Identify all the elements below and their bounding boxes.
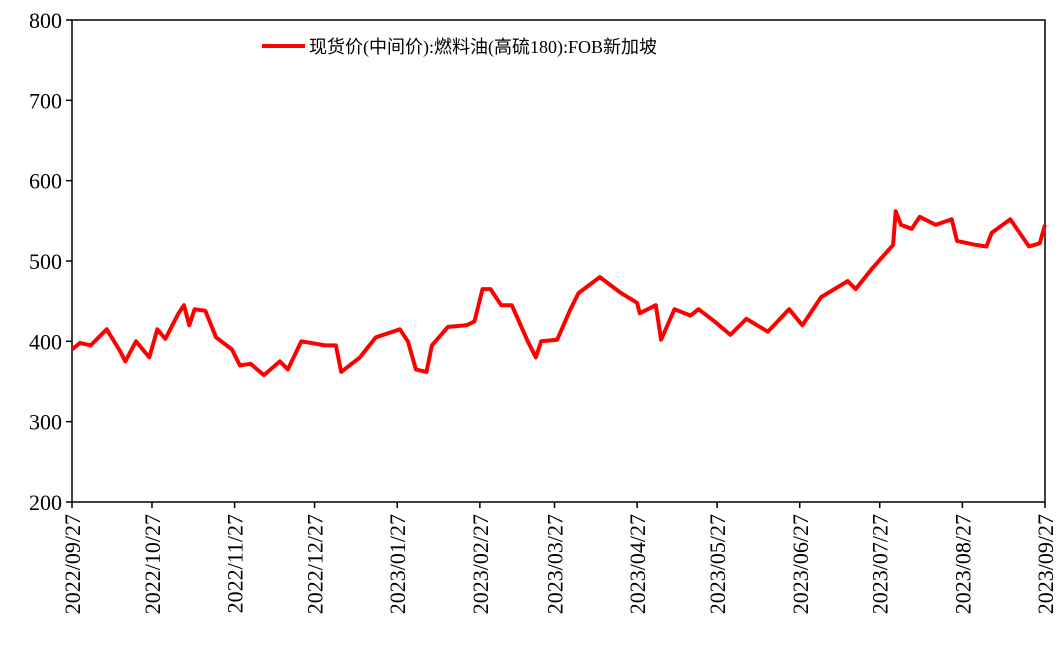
line-series	[70, 209, 1047, 378]
y-tick-label: 600	[29, 169, 62, 194]
x-tick-label: 2023/04/27	[625, 514, 650, 614]
x-tick-label: 2022/10/27	[140, 514, 165, 614]
x-tick-label: 2022/09/27	[60, 514, 85, 614]
x-tick-label: 2023/02/27	[468, 514, 493, 614]
y-tick-label: 500	[29, 249, 62, 274]
x-tick-label: 2022/12/27	[303, 514, 328, 614]
y-tick-label: 400	[29, 329, 62, 354]
y-tick-label: 700	[29, 88, 62, 113]
x-tick-label: 2023/07/27	[868, 514, 893, 614]
y-tick-label: 200	[29, 490, 62, 515]
x-tick-label: 2023/06/27	[788, 514, 813, 614]
x-tick-label: 2023/05/27	[705, 514, 730, 614]
plot-frame	[71, 19, 1046, 503]
x-tick-label: 2023/08/27	[950, 514, 975, 614]
y-tick-label: 800	[29, 8, 62, 33]
y-tick-label: 300	[29, 410, 62, 435]
x-tick-label: 2022/11/27	[223, 514, 248, 613]
x-tick-label: 2023/03/27	[543, 514, 568, 614]
x-tick-label: 2023/09/27	[1033, 514, 1058, 614]
legend-label: 现货价(中间价):燃料油(高硫180):FOB新加坡	[309, 37, 657, 58]
x-tick-label: 2023/01/27	[385, 514, 410, 614]
